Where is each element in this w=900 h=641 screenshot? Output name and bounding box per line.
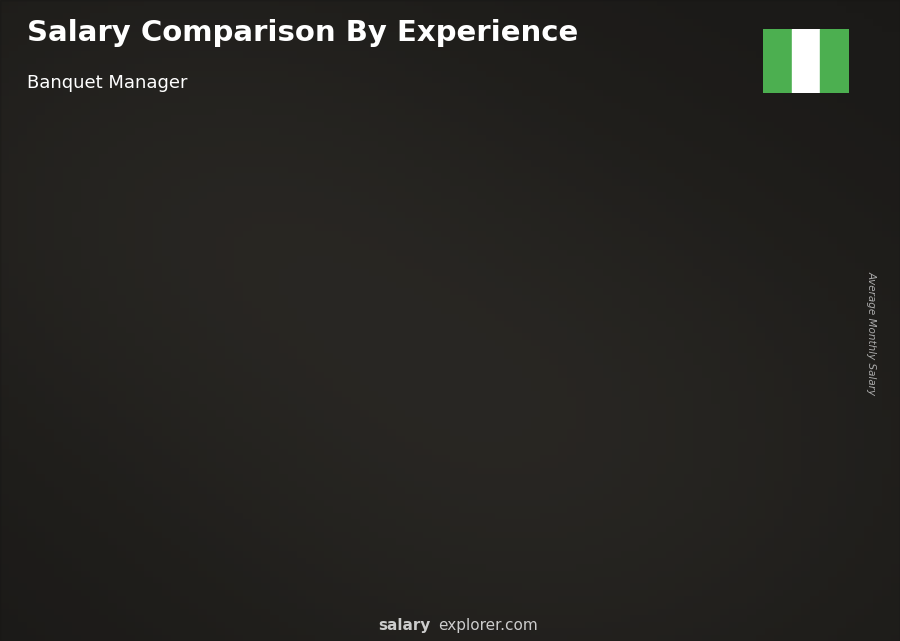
Text: +24%: +24% [393,252,451,270]
Bar [711,274,782,564]
Bar [581,292,587,564]
Text: 107,000 NGN: 107,000 NGN [53,426,138,439]
Polygon shape [581,287,656,292]
Text: Salary Comparison By Experience: Salary Comparison By Experience [27,19,578,47]
Polygon shape [393,354,397,564]
Bar [322,359,328,564]
FancyArrowPatch shape [623,252,737,287]
Text: +38%: +38% [264,301,322,319]
Text: explorer.com: explorer.com [438,619,538,633]
Bar [452,310,523,564]
Text: 189,000 NGN: 189,000 NGN [321,337,405,351]
Bar [322,359,393,564]
FancyArrowPatch shape [492,269,608,305]
Text: +29%: +29% [134,357,192,375]
Text: 267,000 NGN: 267,000 NGN [710,253,794,266]
Bar [581,292,652,564]
Text: Average Monthly Salary: Average Monthly Salary [866,271,877,395]
FancyArrowPatch shape [104,399,219,443]
Text: 251,000 NGN: 251,000 NGN [580,271,664,283]
Polygon shape [652,287,656,564]
Text: 137,000 NGN: 137,000 NGN [192,394,275,407]
Polygon shape [134,443,138,564]
Polygon shape [322,354,397,359]
FancyArrowPatch shape [233,349,348,410]
Polygon shape [193,410,267,415]
Text: salary: salary [378,619,430,633]
Bar [63,448,68,564]
Polygon shape [264,410,267,564]
Text: +7%: +7% [659,216,705,234]
Bar [792,29,820,93]
FancyArrowPatch shape [363,299,478,354]
Polygon shape [63,443,138,448]
Polygon shape [782,269,786,564]
Text: +7%: +7% [529,233,575,251]
Bar [193,415,264,564]
Bar [63,448,134,564]
Bar [193,415,198,564]
Polygon shape [523,305,526,564]
Bar [711,274,716,564]
Bar [763,29,792,93]
Text: Banquet Manager: Banquet Manager [27,74,187,92]
Polygon shape [711,269,786,274]
Bar [452,310,457,564]
Polygon shape [452,305,526,310]
Text: 234,000 NGN: 234,000 NGN [451,288,535,302]
Bar [820,29,849,93]
